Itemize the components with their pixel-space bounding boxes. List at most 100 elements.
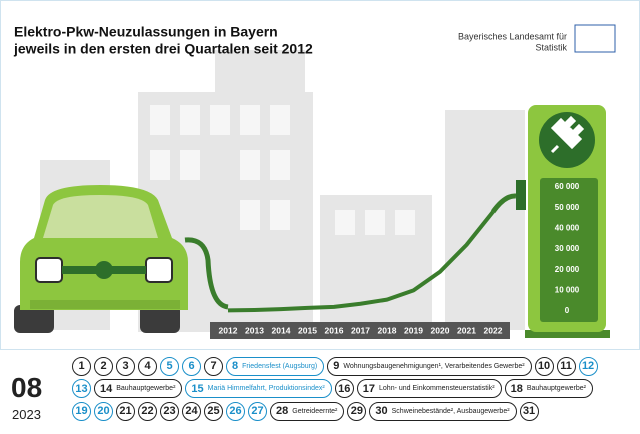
day-number: 17 xyxy=(362,382,376,395)
day: 19 xyxy=(72,401,91,421)
day-number: 14 xyxy=(100,382,113,395)
day: 5 xyxy=(160,356,179,376)
day: 4 xyxy=(138,356,157,376)
y-tick-label: 20 000 xyxy=(555,265,580,274)
y-tick-label: 60 000 xyxy=(555,182,580,191)
day-number: 30 xyxy=(375,405,388,418)
day-number: 29 xyxy=(350,405,364,418)
day-note: Getreideernte² xyxy=(292,407,338,415)
x-tick-label: 2015 xyxy=(298,325,317,335)
day-number: 7 xyxy=(210,360,217,373)
calendar-row: 19 20 21 22 23 24 25 26 27 28 Getreideernte² 29 30 Sc… xyxy=(72,400,638,423)
chart-title: Elektro-Pkw-Neuzulassungen in Bayern xyxy=(14,24,278,40)
day-number: 31 xyxy=(522,405,536,418)
ground xyxy=(210,322,510,339)
day-number: 5 xyxy=(166,360,173,373)
x-tick-label: 2021 xyxy=(457,325,476,335)
x-tick-label: 2022 xyxy=(484,325,503,335)
day-number: 11 xyxy=(560,360,572,373)
y-tick-label: 50 000 xyxy=(555,203,580,212)
day-number: 8 xyxy=(232,360,239,373)
day-number: 19 xyxy=(75,405,88,418)
day-number: 22 xyxy=(141,405,154,418)
day: 25 xyxy=(204,401,223,421)
day: 9 Wohnungsbaugenehmigungen¹, Verarbeitend… xyxy=(327,356,532,376)
x-tick-label: 2016 xyxy=(325,325,344,335)
day: 29 xyxy=(347,401,367,421)
y-tick-label: 40 000 xyxy=(555,223,580,232)
day-number: 2 xyxy=(100,360,107,373)
cable xyxy=(184,237,229,310)
day: 7 xyxy=(204,356,223,376)
day-number: 26 xyxy=(229,405,242,418)
day-note: Lohn- und Einkommensteuerstatistik² xyxy=(379,385,495,393)
day-number: 10 xyxy=(537,360,551,373)
calendar: 1 2 3 4 5 6 7 8 Friedensfest (Augsburg) 9 Wohnungs… xyxy=(72,355,638,423)
x-tick-label: 2018 xyxy=(378,325,397,335)
day: 8 Friedensfest (Augsburg) xyxy=(226,356,325,376)
day: 11 xyxy=(556,356,576,376)
day-note: Bauhauptgewerbe² xyxy=(116,385,176,393)
car xyxy=(14,185,188,333)
day: 23 xyxy=(160,401,179,421)
y-tick-label: 10 000 xyxy=(555,285,580,294)
logo xyxy=(574,24,616,53)
day: 30 Schweinebestände², Ausbaugewerbe² xyxy=(369,401,517,421)
calendar-row: 13 14 Bauhauptgewerbe² 15 Mariä Himmelfahrt,… xyxy=(72,378,638,401)
day-number: 6 xyxy=(188,360,195,373)
day-number: 18 xyxy=(510,382,523,395)
chart: Elektro-Pkw-Neuzulassungen in Bayern jew… xyxy=(0,0,640,350)
day-number: 24 xyxy=(185,405,198,418)
day-number: 27 xyxy=(251,405,264,418)
day: 17 Lohn- und Einkommensteuerstatistik² xyxy=(356,379,502,399)
day: 20 xyxy=(94,401,113,421)
x-tick-label: 2014 xyxy=(272,325,291,335)
chart-subtitle: jeweils in den ersten drei Quartalen sei… xyxy=(13,41,313,57)
day-note: Mariä Himmelfahrt, Produktionsindex² xyxy=(207,385,325,393)
day: 15 Mariä Himmelfahrt, Produktionsindex² xyxy=(185,379,332,399)
day: 12 xyxy=(578,356,598,376)
x-tick-label: 2019 xyxy=(404,325,423,335)
x-tick-label: 2020 xyxy=(431,325,450,335)
day-note: Bauhauptgewerbe² xyxy=(526,385,586,393)
day: 3 xyxy=(116,356,135,376)
day: 26 xyxy=(226,401,245,421)
day: 13 xyxy=(72,379,91,399)
day-number: 1 xyxy=(78,360,85,373)
x-tick-label: 2017 xyxy=(351,325,370,335)
day-number: 4 xyxy=(144,360,151,373)
day-number: 28 xyxy=(276,405,289,418)
day-note: Wohnungsbaugenehmigungen¹, Verarbeitende… xyxy=(343,362,525,370)
day: 18 Bauhauptgewerbe² xyxy=(504,379,593,399)
publisher: Statistik xyxy=(535,42,567,52)
day: 21 xyxy=(116,401,135,421)
day: 27 xyxy=(248,401,267,421)
day: 10 xyxy=(534,356,554,376)
day: 24 xyxy=(182,401,201,421)
day: 16 xyxy=(334,379,354,399)
charging-station xyxy=(516,105,610,338)
month: 08 xyxy=(11,372,43,403)
x-tick-label: 2013 xyxy=(245,325,264,335)
day: 31 xyxy=(519,401,539,421)
publisher: Bayerisches Landesamt für xyxy=(458,31,567,41)
day-number: 9 xyxy=(333,360,340,373)
windows xyxy=(150,105,415,235)
day-number: 21 xyxy=(119,405,132,418)
day: 14 Bauhauptgewerbe² xyxy=(94,379,183,399)
day-number: 20 xyxy=(97,405,110,418)
day-number: 15 xyxy=(191,382,204,395)
day: 28 Getreideernte² xyxy=(270,401,345,421)
day-number: 25 xyxy=(207,405,220,418)
day-number: 16 xyxy=(338,382,351,395)
y-tick-label: 30 000 xyxy=(555,244,580,253)
day-number: 13 xyxy=(75,382,88,395)
day-number: 12 xyxy=(581,360,595,373)
cable xyxy=(490,193,517,214)
calendar-row: 1 2 3 4 5 6 7 8 Friedensfest (Augsburg) 9 Wohnungs… xyxy=(72,355,638,378)
day-number: 23 xyxy=(163,405,176,418)
day: 1 xyxy=(72,356,91,376)
year: 2023 xyxy=(12,407,41,422)
day-number: 3 xyxy=(122,360,129,373)
